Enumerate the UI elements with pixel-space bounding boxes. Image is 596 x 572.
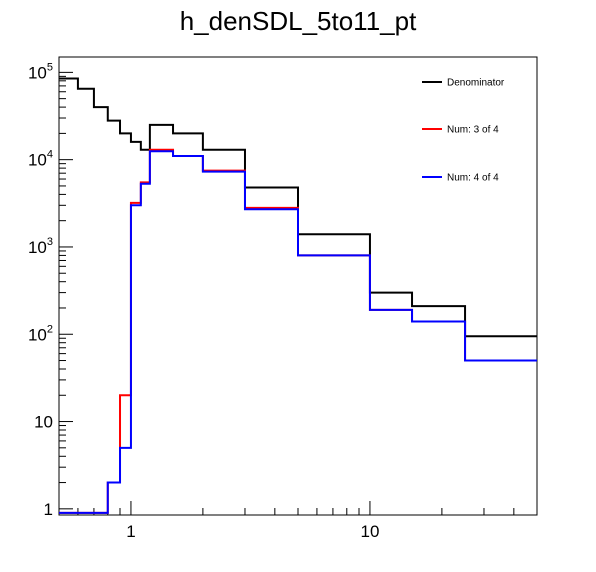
x-tick-label: 10 <box>360 522 379 541</box>
y-tick-label: 102 <box>28 323 53 344</box>
x-tick-label: 1 <box>126 522 135 541</box>
legend: Denominator Num: 3 of 4 Num: 4 of 4 <box>422 78 505 184</box>
legend-entry: Denominator <box>447 78 505 89</box>
y-tick-label: 10 <box>34 413 53 432</box>
series-line-2 <box>59 150 537 514</box>
y-tick-label: 104 <box>28 149 53 170</box>
chart-title: h_denSDL_5to11_pt <box>180 6 417 36</box>
y-tick-label: 105 <box>28 61 53 82</box>
legend-entry: Num: 4 of 4 <box>447 173 499 184</box>
legend-entry: Num: 3 of 4 <box>447 125 499 136</box>
series-layer <box>59 77 537 514</box>
y-tick-label: 1 <box>44 500 53 519</box>
x-axis: 1 10 <box>58 501 538 541</box>
series-line-0 <box>59 77 537 338</box>
y-tick-label: 103 <box>28 236 53 257</box>
y-axis: 1 10 102 103 104 105 <box>28 61 73 519</box>
